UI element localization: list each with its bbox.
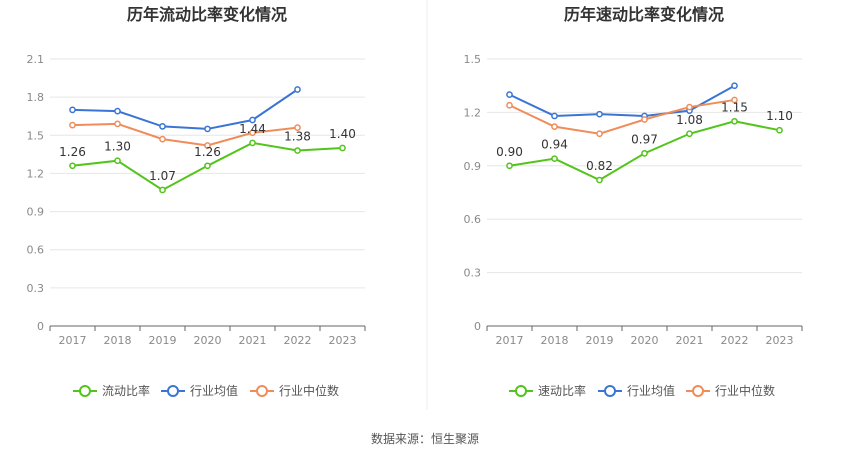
data-point xyxy=(159,186,166,194)
x-tick-label: 2023 xyxy=(329,334,357,347)
x-tick-label: 2021 xyxy=(239,334,267,347)
data-point xyxy=(641,116,648,123)
data-point xyxy=(114,107,121,115)
data-point xyxy=(506,91,513,98)
series-line xyxy=(72,88,299,130)
legend-label: 速动比率 xyxy=(538,383,586,398)
data-point xyxy=(114,120,121,128)
data-source-note: 数据来源：恒生聚源 xyxy=(370,432,479,446)
data-point xyxy=(69,162,76,170)
data-point xyxy=(114,157,121,165)
data-point xyxy=(249,116,256,124)
data-label: 1.15 xyxy=(721,100,748,114)
x-tick-label: 2020 xyxy=(194,334,222,347)
y-tick-label: 1.2 xyxy=(27,167,45,180)
x-tick-label: 2023 xyxy=(766,334,794,347)
x-tick-label: 2021 xyxy=(676,334,704,347)
data-point xyxy=(776,126,783,134)
y-tick-label: 1.5 xyxy=(464,53,482,66)
data-point xyxy=(159,135,166,143)
x-tick-label: 2022 xyxy=(284,334,312,347)
data-point xyxy=(731,117,738,125)
x-tick-label: 2017 xyxy=(59,334,87,347)
legend-swatch-marker xyxy=(79,385,91,397)
data-point xyxy=(551,155,558,163)
y-tick-label: 0 xyxy=(37,320,44,333)
chart-title: 历年速动比率变化情况 xyxy=(564,5,724,24)
data-point xyxy=(69,106,76,114)
data-point xyxy=(686,103,693,111)
y-tick-label: 1.5 xyxy=(27,129,45,142)
legend-swatch-marker xyxy=(692,385,704,397)
data-label: 1.07 xyxy=(149,169,176,183)
data-label: 1.38 xyxy=(284,130,311,144)
data-point xyxy=(204,162,211,170)
y-tick-label: 0.6 xyxy=(464,213,482,226)
x-tick-label: 2020 xyxy=(631,334,659,347)
legend-label: 行业中位数 xyxy=(715,383,775,398)
data-point xyxy=(506,162,513,170)
data-point xyxy=(69,121,76,129)
legend-label: 流动比率 xyxy=(102,383,150,398)
data-label: 1.44 xyxy=(239,122,266,136)
data-point xyxy=(731,82,738,90)
data-label: 1.26 xyxy=(59,145,86,159)
legend-label: 行业均值 xyxy=(190,383,238,398)
data-point xyxy=(506,101,513,109)
data-point xyxy=(339,144,346,152)
data-label: 1.30 xyxy=(104,140,131,154)
y-tick-label: 0.9 xyxy=(27,206,45,219)
x-tick-label: 2017 xyxy=(496,334,524,347)
series-line xyxy=(509,84,735,117)
data-label: 0.94 xyxy=(541,138,568,152)
y-tick-label: 0.3 xyxy=(464,267,482,280)
x-tick-label: 2018 xyxy=(541,334,569,347)
data-point xyxy=(686,130,693,138)
series-line xyxy=(72,122,298,147)
legend-swatch-marker xyxy=(515,385,527,397)
legend-label: 行业中位数 xyxy=(279,383,339,398)
y-tick-label: 0.9 xyxy=(464,160,482,173)
data-label: 0.82 xyxy=(586,159,613,173)
chart-title: 历年流动比率变化情况 xyxy=(127,5,287,24)
data-point xyxy=(249,139,256,147)
data-point xyxy=(641,149,648,157)
legend-label: 行业均值 xyxy=(627,383,675,398)
data-point xyxy=(596,130,603,138)
y-tick-label: 1.8 xyxy=(27,91,45,104)
data-label: 0.90 xyxy=(496,145,523,159)
data-point xyxy=(294,124,301,132)
data-point xyxy=(551,123,558,130)
data-label: 0.97 xyxy=(631,132,658,146)
y-tick-label: 0.3 xyxy=(27,282,45,295)
data-point xyxy=(204,125,211,133)
data-point xyxy=(294,147,301,154)
data-label: 1.08 xyxy=(676,113,703,127)
data-point xyxy=(204,142,211,149)
data-label: 1.40 xyxy=(329,127,356,141)
y-tick-label: 0 xyxy=(474,320,481,333)
y-tick-label: 0.6 xyxy=(27,244,45,257)
legend-swatch-marker xyxy=(256,385,268,397)
series-line xyxy=(509,98,735,135)
data-point xyxy=(596,176,603,184)
data-point xyxy=(731,96,738,104)
x-tick-label: 2019 xyxy=(149,334,177,347)
y-tick-label: 2.1 xyxy=(27,53,45,66)
data-point xyxy=(294,86,301,93)
data-label: 1.26 xyxy=(194,145,221,159)
data-point xyxy=(596,110,603,118)
legend-swatch-marker xyxy=(167,385,179,397)
x-tick-label: 2019 xyxy=(586,334,614,347)
data-point xyxy=(159,123,166,130)
x-tick-label: 2018 xyxy=(104,334,132,347)
y-tick-label: 1.2 xyxy=(464,106,482,119)
data-label: 1.10 xyxy=(766,109,793,123)
legend-swatch-marker xyxy=(604,385,616,397)
data-point xyxy=(551,112,558,120)
data-point xyxy=(249,129,256,137)
x-tick-label: 2022 xyxy=(721,334,749,347)
